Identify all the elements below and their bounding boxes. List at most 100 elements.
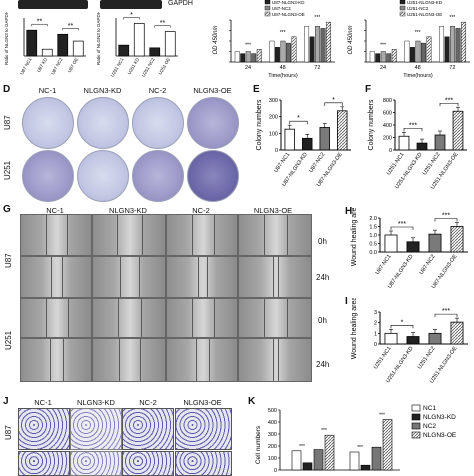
wound-image xyxy=(166,298,238,338)
significance-mark: ** xyxy=(37,19,43,26)
col-label-kd: NLGN3-KD xyxy=(83,86,122,95)
significance-mark: ** xyxy=(68,23,74,30)
bar xyxy=(450,321,464,345)
significance-bracket xyxy=(62,28,79,31)
row-label-u87: U87 xyxy=(3,115,12,130)
wound-gap xyxy=(264,215,288,255)
j-col-label-nc2: NC-2 xyxy=(139,398,157,407)
bar xyxy=(382,419,393,471)
bar xyxy=(434,134,446,151)
bar xyxy=(369,51,375,63)
y-tick-label: 200 xyxy=(269,115,278,121)
significance-bracket xyxy=(324,102,343,106)
significance-mark: *** xyxy=(321,428,327,434)
x-tick-label: U251-NC1 xyxy=(386,152,406,177)
legend-swatch xyxy=(411,431,421,439)
x-tick-label: 48 xyxy=(280,65,286,71)
wound-gap xyxy=(118,339,142,381)
significance-mark: *** xyxy=(442,308,450,315)
bar xyxy=(386,53,392,63)
bar xyxy=(406,336,420,345)
x-tick-label: 24 xyxy=(380,65,386,71)
bar xyxy=(428,332,442,345)
x-tick-label: 24 xyxy=(245,65,251,71)
bar xyxy=(404,40,410,63)
significance-mark: *** xyxy=(379,413,385,419)
y-tick-label: 800 xyxy=(383,98,392,104)
bar xyxy=(444,36,450,63)
legend-swatch xyxy=(411,413,421,421)
time-label-24h: 24h xyxy=(316,273,330,282)
colony-dish-u87-oe xyxy=(187,97,239,149)
x-tick-label: 72 xyxy=(449,65,455,71)
y-axis-label: Wound healing area xyxy=(351,298,358,359)
legend-swatch xyxy=(264,0,271,5)
transwell-u87-nc1 xyxy=(18,408,70,450)
x-tick-label: U87 KD xyxy=(36,56,49,73)
bar xyxy=(149,47,161,57)
wound-gap xyxy=(50,257,64,297)
wound-gap xyxy=(264,299,288,337)
significance-bracket xyxy=(403,127,423,132)
bar xyxy=(409,47,415,63)
y-tick-label: 2.0 xyxy=(369,216,377,222)
y-tick-label: 0 xyxy=(275,148,278,154)
legend-entry: NLGN3-OE xyxy=(423,432,457,439)
bar xyxy=(450,226,464,253)
g-col-label-nc2: NC-2 xyxy=(192,206,210,215)
significance-mark: *** xyxy=(409,122,417,129)
g-col-label-nc1: NC-1 xyxy=(46,206,64,215)
colony-bar-chart-u251: 0200400600800U251-NC1U251-NLGN3-KDU251-N… xyxy=(368,97,467,190)
significance-mark: *** xyxy=(357,445,363,451)
x-tick-label: U87 NC1 xyxy=(19,57,33,76)
wound-gap xyxy=(191,215,215,255)
significance-mark: *** xyxy=(314,15,320,21)
wound-gap xyxy=(120,257,140,297)
y-tick-label: 100 xyxy=(269,131,278,137)
significance-mark: ** xyxy=(160,20,166,27)
bar xyxy=(302,137,313,151)
panel-label-i: I xyxy=(345,296,348,307)
significance-bracket xyxy=(434,218,458,222)
wound-gap xyxy=(196,339,210,381)
legend-entry: U251-NLGN3-OE xyxy=(407,12,442,17)
colony-dish-u87-nc2 xyxy=(132,97,184,149)
wound-image xyxy=(166,256,238,298)
x-tick-label: U87 NC2 xyxy=(50,57,64,76)
j-col-label-nc1: NC-1 xyxy=(34,398,52,407)
y-tick-label: 0.5 xyxy=(369,242,377,248)
legend-entry: U87-NC2 xyxy=(272,6,291,11)
panel-label-e: E xyxy=(253,84,260,95)
y-axis-label: Ratio of NLGN3 to GAPDH xyxy=(4,12,9,65)
transwell-u87-kd xyxy=(70,408,122,450)
col-label-oe: NLGN3-OE xyxy=(193,86,232,95)
y-axis-label: Wound healing area xyxy=(351,208,358,266)
significance-mark: *** xyxy=(380,42,386,48)
transwell-u251-nc2 xyxy=(122,451,174,476)
wound-image xyxy=(92,256,166,298)
bar xyxy=(164,31,176,57)
top-bar-chart-right: U251 NC1 U251 KD U251 NC2 U251 OE***Ratio o… xyxy=(96,12,178,78)
transwell-u251-oe xyxy=(175,451,232,476)
bar xyxy=(269,40,275,63)
legend-entry: NLGN3-KD xyxy=(423,414,456,421)
significance-bracket xyxy=(439,102,459,107)
y-tick-label: 400 xyxy=(383,123,392,129)
time-label-24h: 24h xyxy=(316,360,330,369)
transwell-u251-kd xyxy=(70,451,122,476)
y-tick-label: 0 xyxy=(374,342,377,348)
x-tick-label: U87-NC2 xyxy=(308,152,326,174)
wound-image xyxy=(20,298,92,338)
g-row-label-u251: U251 xyxy=(4,330,13,350)
y-tick-label: 1.5 xyxy=(369,225,377,231)
bar xyxy=(256,49,262,63)
bar xyxy=(360,464,371,471)
wound-image xyxy=(238,338,312,382)
bar xyxy=(461,21,467,63)
legend-entry: NC1 xyxy=(423,405,436,412)
j-row-label-u87: U87 xyxy=(4,425,13,440)
bar xyxy=(313,449,324,471)
panel-label-j: J xyxy=(3,396,9,407)
y-tick-label: 0 xyxy=(389,148,392,154)
y-tick-label: 400 xyxy=(268,420,277,426)
